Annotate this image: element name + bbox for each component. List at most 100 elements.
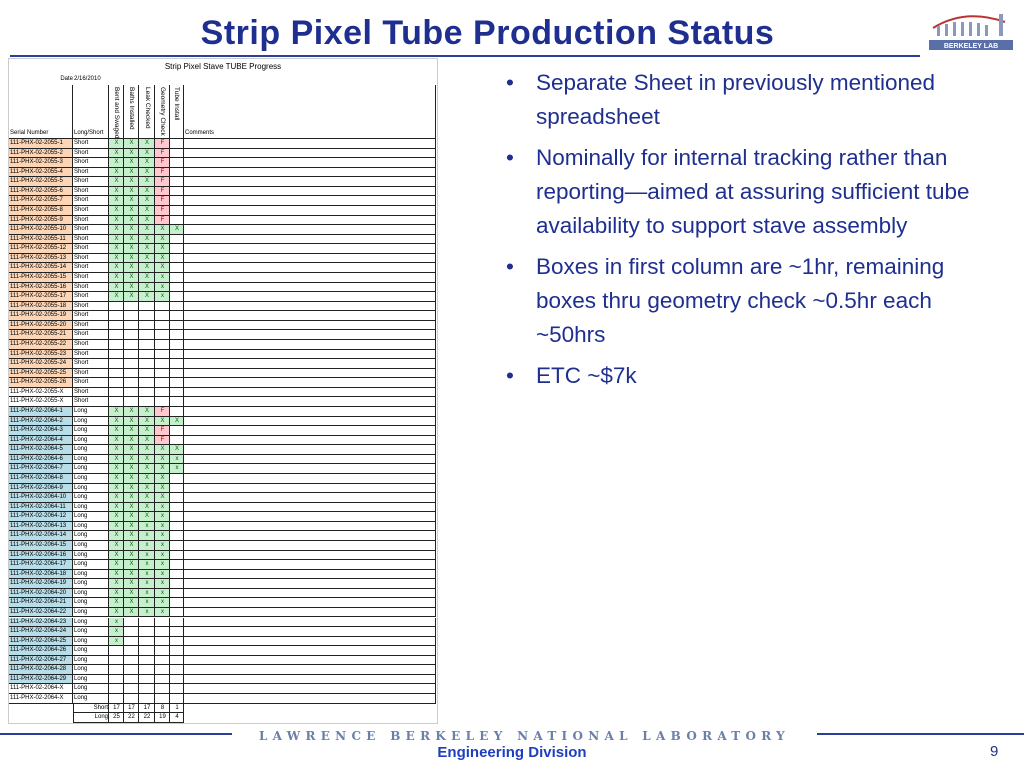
status-cell: X: [109, 588, 124, 599]
total-value: 17: [109, 703, 124, 714]
serial-number: 111-PHX-02-2055-20: [9, 320, 73, 331]
status-cell: X: [124, 426, 139, 436]
status-cell: X: [139, 186, 155, 197]
status-cell: X: [139, 454, 155, 465]
serial-number: 111-PHX-02-2055-23: [9, 349, 73, 360]
status-cell: [170, 311, 184, 321]
status-cell: x: [109, 617, 124, 628]
serial-number: 111-PHX-02-2055-18: [9, 301, 73, 312]
serial-number: 111-PHX-02-2055-21: [9, 330, 73, 340]
status-cell: F: [155, 406, 170, 417]
status-cell: [170, 665, 184, 675]
status-cell: x: [155, 598, 170, 608]
length-type: Long: [73, 550, 109, 561]
status-cell: X: [124, 464, 139, 474]
serial-number: 111-PHX-02-2064-7: [9, 464, 73, 474]
page-number: 9: [990, 743, 999, 760]
status-cell: [170, 196, 184, 206]
status-cell: x: [139, 569, 155, 580]
length-type: Short: [73, 263, 109, 273]
serial-number: 111-PHX-02-2055-5: [9, 177, 73, 187]
status-cell: X: [109, 607, 124, 618]
comment-cell: [184, 426, 436, 436]
status-cell: F: [155, 158, 170, 168]
column-header: Leak Checked: [139, 85, 155, 139]
status-cell: [109, 330, 124, 340]
column-header: Tube Install: [170, 85, 184, 139]
status-cell: X: [124, 569, 139, 580]
status-cell: [139, 320, 155, 331]
status-cell: [139, 665, 155, 675]
status-cell: [170, 684, 184, 695]
status-cell: [170, 205, 184, 216]
status-cell: x: [155, 292, 170, 302]
status-cell: X: [109, 493, 124, 503]
serial-number: 111-PHX-02-2055-15: [9, 272, 73, 283]
status-cell: X: [139, 292, 155, 302]
status-cell: [109, 694, 124, 704]
serial-number: 111-PHX-02-2064-X: [9, 684, 73, 695]
serial-number: 111-PHX-02-2055-13: [9, 253, 73, 264]
bullet: Boxes in first column are ~1hr, remainin…: [500, 250, 990, 352]
status-cell: [124, 378, 139, 388]
comment-cell: [184, 560, 436, 570]
status-cell: [109, 684, 124, 695]
length-type: Short: [73, 387, 109, 398]
status-cell: X: [109, 445, 124, 455]
status-cell: X: [124, 148, 139, 159]
length-type: Short: [73, 368, 109, 379]
comment-cell: [184, 139, 436, 149]
status-cell: X: [124, 253, 139, 264]
comment-cell: [184, 445, 436, 455]
status-cell: X: [124, 139, 139, 149]
status-cell: x: [139, 560, 155, 570]
status-cell: [124, 627, 139, 637]
status-cell: [155, 674, 170, 685]
status-cell: [170, 540, 184, 551]
status-cell: [155, 397, 170, 407]
comment-cell: [184, 292, 436, 302]
status-cell: X: [124, 158, 139, 168]
status-cell: X: [109, 272, 124, 283]
status-cell: X: [109, 139, 124, 149]
status-cell: X: [124, 435, 139, 446]
status-cell: X: [124, 167, 139, 178]
status-cell: X: [109, 512, 124, 522]
status-cell: x: [155, 282, 170, 293]
status-cell: X: [139, 263, 155, 273]
status-cell: X: [139, 483, 155, 494]
comment-cell: [184, 272, 436, 283]
status-cell: [139, 636, 155, 647]
status-cell: F: [155, 177, 170, 187]
status-cell: [139, 359, 155, 369]
comment-cell: [184, 225, 436, 235]
status-cell: [139, 349, 155, 360]
status-cell: X: [170, 445, 184, 455]
status-cell: X: [139, 225, 155, 235]
status-cell: X: [155, 244, 170, 254]
status-cell: [170, 531, 184, 541]
status-cell: [170, 263, 184, 273]
length-type: Short: [73, 225, 109, 235]
status-cell: F: [155, 426, 170, 436]
status-cell: [170, 397, 184, 407]
serial-number: 111-PHX-02-2064-5: [9, 445, 73, 455]
serial-number: 111-PHX-02-2064-20: [9, 588, 73, 599]
column-header: Long/Short: [73, 85, 109, 139]
status-cell: [170, 598, 184, 608]
length-type: Long: [73, 426, 109, 436]
status-cell: X: [109, 540, 124, 551]
serial-number: 111-PHX-02-2055-25: [9, 368, 73, 379]
status-cell: [170, 320, 184, 331]
comment-cell: [184, 674, 436, 685]
serial-number: 111-PHX-02-2064-25: [9, 636, 73, 647]
status-cell: [124, 301, 139, 312]
status-cell: [170, 186, 184, 197]
status-cell: [124, 646, 139, 656]
status-cell: [139, 368, 155, 379]
status-cell: X: [124, 244, 139, 254]
length-type: Short: [73, 158, 109, 168]
footer-division: Engineering Division: [437, 744, 587, 761]
status-cell: [170, 244, 184, 254]
status-cell: X: [124, 282, 139, 293]
